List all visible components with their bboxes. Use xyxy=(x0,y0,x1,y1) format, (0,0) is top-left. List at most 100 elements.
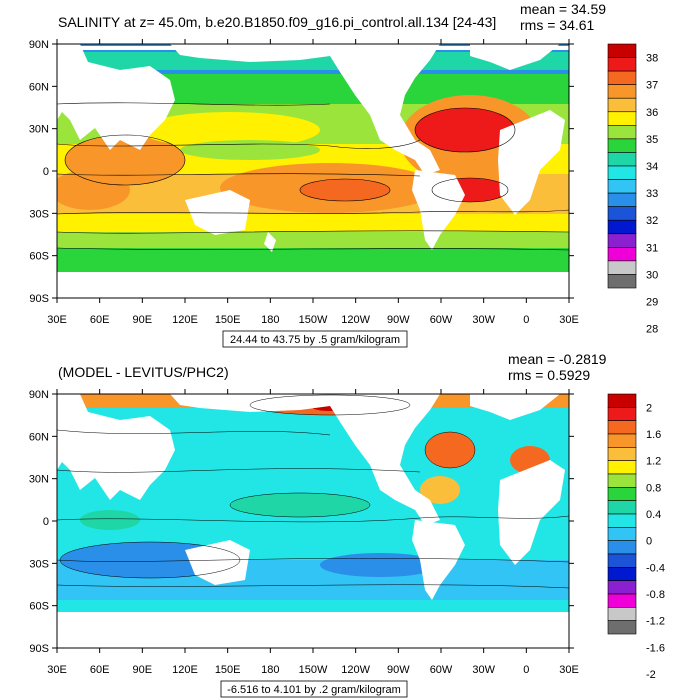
x-tick-label: 150E xyxy=(215,664,241,676)
colorbar-label: 1.6 xyxy=(646,429,661,441)
y-tick-label: 60N xyxy=(29,81,49,93)
y-tick-label: 90S xyxy=(29,293,49,305)
panel1-mean: mean = 34.59 xyxy=(520,1,606,17)
colorbar-swatch xyxy=(607,433,637,448)
colorbar-swatch xyxy=(607,179,637,194)
colorbar-label: 34 xyxy=(646,161,658,173)
colorbar-label: 30 xyxy=(646,269,658,281)
colorbar-swatch xyxy=(607,420,637,435)
colorbar-swatch xyxy=(607,274,637,289)
colorbar-swatch xyxy=(607,70,637,85)
colorbar-label: 32 xyxy=(646,215,658,227)
panel2-y-axis: 90N 60N 30N 0 30S 60S 90S xyxy=(29,389,574,655)
x-tick-label: 30W xyxy=(472,664,495,676)
y-tick-label: 30S xyxy=(29,208,49,220)
x-tick-label: 150W xyxy=(299,314,328,326)
x-tick-label: 30E xyxy=(559,664,579,676)
colorbar-swatch xyxy=(607,57,637,72)
colorbar-swatch xyxy=(607,487,637,501)
x-tick-label: 90E xyxy=(133,664,153,676)
colorbar-swatch xyxy=(607,460,637,475)
colorbar-swatch xyxy=(607,165,637,180)
colorbar-swatch xyxy=(607,138,637,153)
y-tick-label: 30S xyxy=(29,558,49,570)
x-tick-label: 120E xyxy=(172,664,198,676)
x-tick-label: 90W xyxy=(387,664,410,676)
colorbar-swatch xyxy=(607,553,637,568)
colorbar-label: -1.2 xyxy=(646,616,665,628)
x-tick-label: 120W xyxy=(341,664,370,676)
colorbar-label: 37 xyxy=(646,80,658,92)
colorbar-label: 31 xyxy=(646,242,658,254)
colorbar-swatch xyxy=(607,567,637,581)
colorbar-swatch xyxy=(607,219,637,235)
colorbar-swatch xyxy=(607,513,637,528)
y-tick-label: 90S xyxy=(29,643,49,655)
colorbar-swatch xyxy=(607,473,637,488)
x-tick-label: 30E xyxy=(47,664,67,676)
colorbar-swatch xyxy=(607,593,637,608)
colorbar-label: 29 xyxy=(646,297,658,309)
y-tick-label: 0 xyxy=(43,516,49,528)
colorbar-swatch xyxy=(607,447,637,461)
colorbar-swatch xyxy=(607,43,637,58)
colorbar-swatch xyxy=(607,500,637,515)
colorbar-swatch xyxy=(607,527,637,541)
x-tick-label: 120W xyxy=(341,314,370,326)
panel-difference: (MODEL - LEVITUS/PHC2) mean = -0.2819 rm… xyxy=(29,351,665,698)
colorbar-swatch xyxy=(607,206,637,221)
panel1-contour-info: 24.44 to 43.75 by .5 gram/kilogram xyxy=(230,334,400,346)
x-tick-label: 150W xyxy=(299,664,328,676)
colorbar-swatch xyxy=(607,607,637,621)
colorbar-swatch xyxy=(607,125,637,140)
colorbar-label: 0 xyxy=(646,536,652,548)
y-tick-label: 30N xyxy=(29,124,49,136)
colorbar-label: 36 xyxy=(646,107,658,119)
panel1-title: SALINITY at z= 45.0m, b.e20.B1850.f09_g1… xyxy=(58,14,496,30)
panel1-y-axis: 90N 60N 30N 0 30S 60S 90S xyxy=(29,39,574,305)
colorbar-label: 1.2 xyxy=(646,456,661,468)
colorbar-swatch xyxy=(607,620,637,635)
colorbar-label: 35 xyxy=(646,134,658,146)
colorbar-label: -0.4 xyxy=(646,562,665,574)
x-tick-label: 90E xyxy=(133,314,153,326)
colorbar-swatch xyxy=(607,111,637,126)
x-tick-label: 180 xyxy=(261,664,279,676)
y-tick-label: 60S xyxy=(29,251,49,263)
colorbar-swatch xyxy=(607,407,637,421)
panel1-rms: rms = 34.61 xyxy=(520,17,595,33)
y-tick-label: 60N xyxy=(29,431,49,443)
panel1-x-axis: 30E 60E 90E 120E 150E 180 150W 120W 90W 60W 30W 0 30… xyxy=(47,39,579,326)
x-tick-label: 30W xyxy=(472,314,495,326)
colorbar-swatch xyxy=(607,192,637,207)
colorbar-label: 28 xyxy=(646,324,658,336)
colorbar-swatch xyxy=(607,580,637,595)
colorbar-label: 0.8 xyxy=(646,482,661,494)
colorbar-label: 38 xyxy=(646,53,658,65)
colorbar-label: -2 xyxy=(646,669,656,681)
colorbar-swatch xyxy=(607,260,637,275)
colorbar-swatch xyxy=(607,247,637,262)
x-tick-label: 30E xyxy=(47,314,67,326)
y-tick-label: 0 xyxy=(43,166,49,178)
y-tick-label: 30N xyxy=(29,474,49,486)
colorbar-swatch xyxy=(607,393,637,408)
colorbar-swatch xyxy=(607,152,637,167)
panel1-info-box xyxy=(222,330,408,348)
x-tick-label: 60W xyxy=(430,664,453,676)
colorbar-swatch xyxy=(607,233,637,248)
colorbar-label: -1.6 xyxy=(646,642,665,654)
x-tick-label: 60E xyxy=(90,664,110,676)
x-tick-label: 90W xyxy=(387,314,410,326)
colorbar-label: 2 xyxy=(646,402,652,414)
panel-salinity: SALINITY at z= 45.0m, b.e20.B1850.f09_g1… xyxy=(29,1,658,348)
colorbar-swatch xyxy=(607,97,637,113)
y-tick-label: 90N xyxy=(29,39,49,51)
x-tick-label: 120E xyxy=(172,314,198,326)
x-tick-label: 180 xyxy=(261,314,279,326)
panel2-mean: mean = -0.2819 xyxy=(508,351,607,367)
x-tick-label: 150E xyxy=(215,314,241,326)
colorbar-label: 0.4 xyxy=(646,509,661,521)
